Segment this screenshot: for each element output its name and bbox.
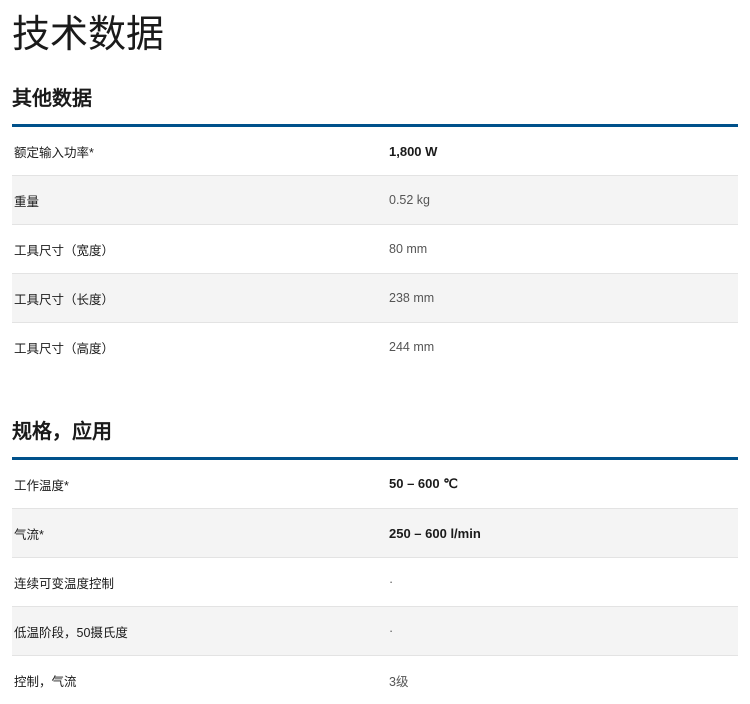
row-value: 244 mm	[375, 323, 738, 372]
row-label: 气流*	[12, 509, 375, 558]
row-value: 3级	[375, 656, 738, 704]
row-value-text: 1,800 W	[389, 144, 437, 159]
row-label: 连续可变温度控制	[12, 558, 375, 607]
page-title: 技术数据	[12, 10, 738, 60]
row-value-text: 80 mm	[389, 242, 427, 256]
row-label: 工具尺寸（长度）	[12, 274, 375, 323]
section-specs-applications: 规格，应用 工作温度* 50 – 600 ℃ 气流* 250 – 600 l/m…	[12, 419, 738, 704]
row-value-text: 0.52 kg	[389, 193, 430, 207]
table-row: 气流* 250 – 600 l/min	[12, 509, 738, 558]
row-value: 238 mm	[375, 274, 738, 323]
table-row: 低温阶段，50摄氏度 ·	[12, 607, 738, 656]
row-label: 重量	[12, 176, 375, 225]
row-label: 低温阶段，50摄氏度	[12, 607, 375, 656]
row-value: 80 mm	[375, 225, 738, 274]
technical-data-page: 技术数据 其他数据 额定输入功率* 1,800 W 重量 0.52 kg 工具尺…	[0, 10, 750, 692]
row-value-text: 244 mm	[389, 340, 434, 354]
row-value: ·	[375, 558, 738, 607]
row-label: 工具尺寸（高度）	[12, 323, 375, 372]
row-label: 工具尺寸（宽度）	[12, 225, 375, 274]
row-value-text: 50 – 600 ℃	[389, 476, 458, 491]
row-value: 250 – 600 l/min	[375, 509, 738, 558]
row-value-text: ·	[389, 575, 393, 589]
row-label: 控制，气流	[12, 656, 375, 704]
table-row: 工具尺寸（宽度） 80 mm	[12, 225, 738, 274]
table-row: 工具尺寸（高度） 244 mm	[12, 323, 738, 372]
spec-table-other-data: 额定输入功率* 1,800 W 重量 0.52 kg 工具尺寸（宽度） 80 m…	[12, 124, 738, 371]
row-value: ·	[375, 607, 738, 656]
row-label: 工作温度*	[12, 460, 375, 509]
section-title-other-data: 其他数据	[12, 86, 738, 112]
table-row: 连续可变温度控制 ·	[12, 558, 738, 607]
section-title-specs-applications: 规格，应用	[12, 419, 738, 445]
row-value: 1,800 W	[375, 127, 738, 176]
row-value-text: 250 – 600 l/min	[389, 526, 481, 541]
row-value-text: ·	[389, 624, 393, 638]
table-row: 额定输入功率* 1,800 W	[12, 127, 738, 176]
row-value-text: 238 mm	[389, 291, 434, 305]
section-other-data: 其他数据 额定输入功率* 1,800 W 重量 0.52 kg 工具尺寸（宽度）…	[12, 86, 738, 371]
table-row: 重量 0.52 kg	[12, 176, 738, 225]
table-row: 工具尺寸（长度） 238 mm	[12, 274, 738, 323]
row-label: 额定输入功率*	[12, 127, 375, 176]
row-value: 0.52 kg	[375, 176, 738, 225]
row-value: 50 – 600 ℃	[375, 460, 738, 509]
table-row: 工作温度* 50 – 600 ℃	[12, 460, 738, 509]
table-row: 控制，气流 3级	[12, 656, 738, 704]
spec-table-specs-applications: 工作温度* 50 – 600 ℃ 气流* 250 – 600 l/min 连续可…	[12, 457, 738, 704]
